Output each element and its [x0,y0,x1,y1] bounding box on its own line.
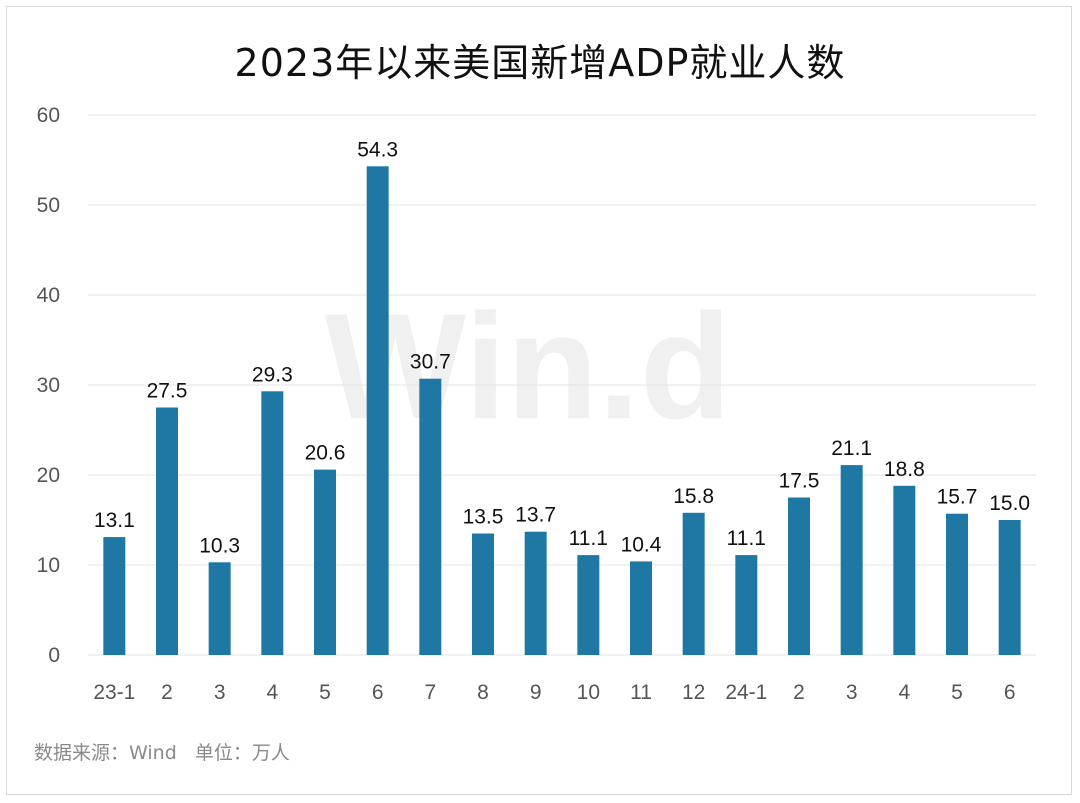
watermark: Win.d [325,282,732,450]
data-label: 20.6 [305,442,346,465]
x-tick-label: 6 [372,681,384,704]
data-label: 15.7 [937,486,978,509]
y-tick-label: 60 [37,104,60,127]
x-tick-label: 3 [846,681,858,704]
x-tick-label: 4 [266,681,278,704]
data-label: 11.1 [727,527,766,550]
chart-frame [6,6,1072,795]
data-label: 10.4 [621,533,662,556]
y-axis-ticks: 0 10 20 30 40 50 60 [37,104,60,667]
bar-3 [261,391,284,655]
source-note: 数据来源：Wind 单位：万人 [34,742,290,764]
x-tick-label: 2 [793,681,805,704]
x-tick-label: 3 [214,681,226,704]
chart-title: 2023年以来美国新增ADP就业人数 [234,41,846,85]
bar-15 [893,485,916,655]
x-axis-ticks: 23-1 2 3 4 5 6 7 8 9 10 11 12 24-1 2 3 4 5 6 [93,681,1015,704]
data-label: 13.5 [463,506,504,529]
data-label: 30.7 [410,351,451,374]
bar-13 [788,497,810,655]
data-label: 54.3 [357,138,398,161]
data-label: 17.5 [779,470,820,493]
x-tick-label: 4 [898,681,910,704]
bar-14 [840,465,863,655]
x-tick-label: 23-1 [93,681,135,704]
bar-9 [577,555,600,655]
bar-0 [103,537,126,655]
y-tick-label: 0 [48,644,60,667]
x-tick-label: 7 [424,681,436,704]
y-tick-label: 20 [37,464,60,487]
y-tick-label: 40 [37,284,60,307]
bar-8 [524,531,547,655]
data-label: 29.3 [252,363,293,386]
x-tick-label: 11 [630,681,652,704]
x-tick-label: 2 [161,681,173,704]
y-tick-label: 50 [37,194,60,217]
data-label: 13.7 [515,504,556,527]
x-tick-label: 10 [577,681,600,704]
bar-16 [946,513,968,655]
data-label: 27.5 [147,380,188,403]
data-label: 13.1 [94,509,135,532]
x-tick-label: 12 [682,681,705,704]
bar-4 [314,469,336,655]
x-tick-label: 8 [477,681,489,704]
bars [103,166,1021,656]
bar-17 [998,520,1021,655]
data-label: 15.8 [673,485,714,508]
data-label: 18.8 [884,458,925,481]
bar-7 [472,533,494,655]
data-label: 15.0 [989,492,1030,515]
bar-6 [419,378,442,655]
y-tick-label: 10 [37,554,60,577]
data-labels: 13.1 27.5 10.3 29.3 20.6 54.3 30.7 13.5 13.7 11.1… [94,138,1030,557]
x-tick-label: 24-1 [725,681,767,704]
bar-11 [682,512,705,655]
x-tick-label: 5 [951,681,963,704]
bar-2 [208,562,231,655]
y-tick-label: 30 [37,374,60,397]
bar-5 [366,166,389,656]
x-tick-label: 5 [319,681,331,704]
x-tick-label: 9 [530,681,542,704]
data-label: 10.3 [199,534,240,557]
x-tick-label: 6 [1004,681,1016,704]
bar-12 [735,555,758,655]
bar-1 [156,407,178,655]
data-label: 21.1 [831,437,872,460]
gridlines [88,114,1036,656]
bar-10 [630,561,652,655]
data-label: 11.1 [569,527,608,550]
